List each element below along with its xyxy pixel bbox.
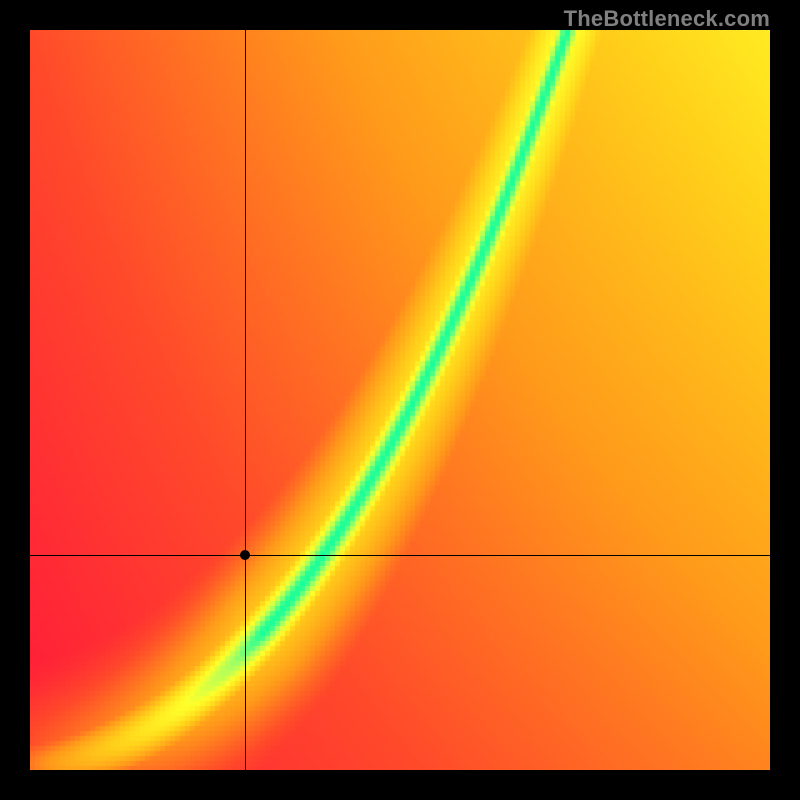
crosshair-vertical xyxy=(245,30,246,770)
watermark-text: TheBottleneck.com xyxy=(564,6,770,32)
chart-container: TheBottleneck.com xyxy=(0,0,800,800)
operating-point-marker xyxy=(240,550,250,560)
crosshair-horizontal xyxy=(30,555,770,556)
bottleneck-heatmap xyxy=(30,30,770,770)
